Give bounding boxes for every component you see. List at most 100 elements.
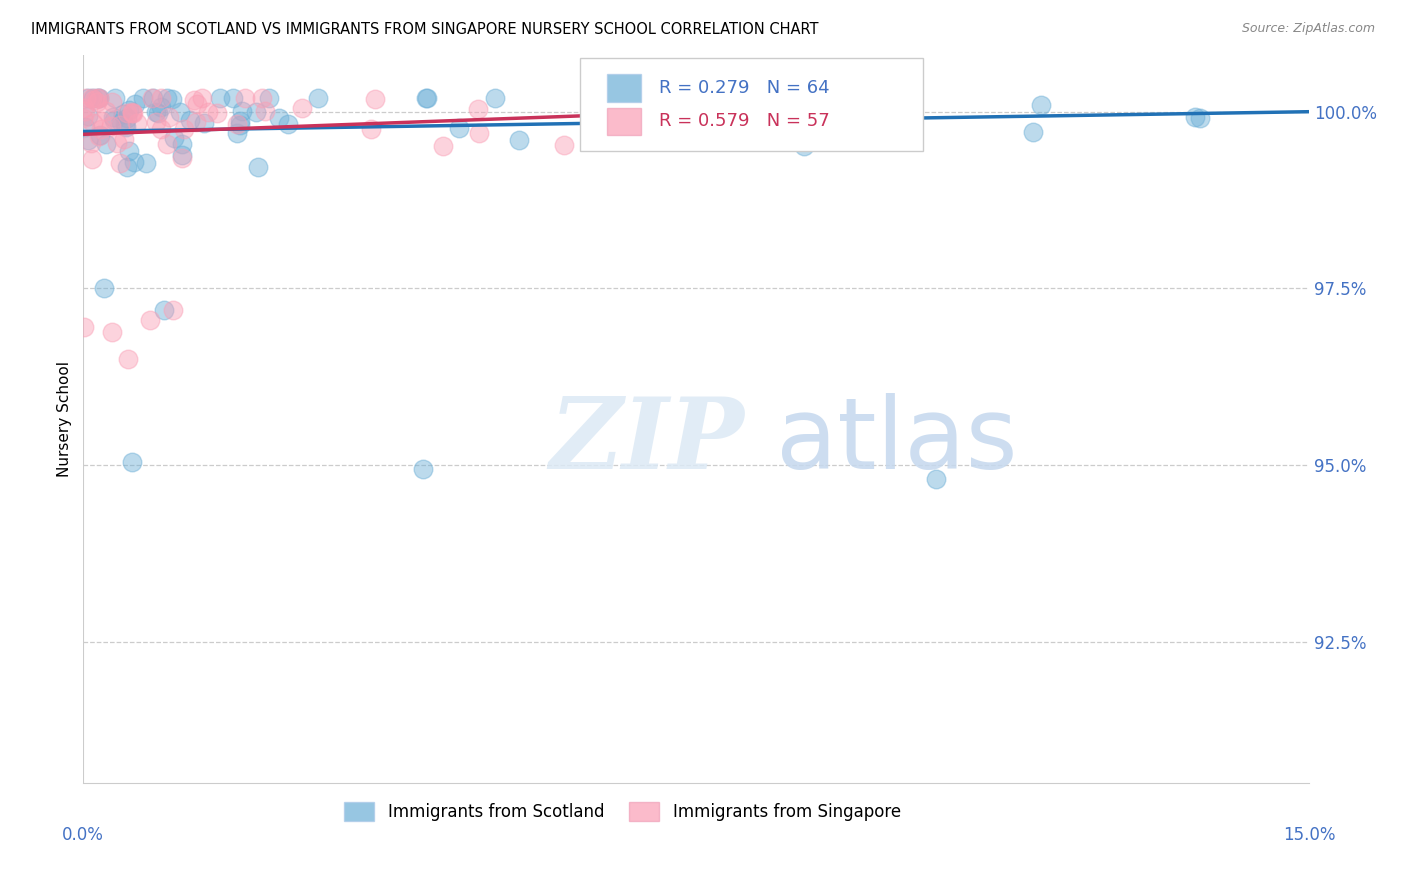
Point (364, 92, 387, 106)
Point (145, 115, 167, 129)
Point (77, 90, 100, 104)
Point (245, 104, 267, 119)
Point (141, 90, 163, 104)
Point (183, 93, 205, 107)
Point (153, 302, 176, 317)
Text: 15.0%: 15.0% (1282, 826, 1336, 844)
Point (121, 105, 143, 120)
Point (1022, 125, 1045, 139)
Point (636, 130, 658, 145)
Point (90, 113, 112, 128)
Point (75, 103, 97, 118)
Point (82, 152, 104, 166)
Point (254, 104, 277, 119)
Point (157, 111, 180, 125)
Point (122, 106, 145, 120)
Point (169, 104, 191, 119)
Point (229, 114, 252, 128)
Point (82, 90, 104, 104)
Point (416, 90, 439, 104)
Point (229, 118, 252, 132)
Point (162, 302, 184, 317)
Point (447, 121, 470, 136)
Point (117, 112, 139, 126)
Point (186, 97, 208, 112)
Point (179, 112, 201, 127)
Point (269, 111, 291, 125)
Point (117, 352, 139, 367)
Point (125, 116, 148, 130)
Point (291, 102, 314, 116)
Point (86, 95, 108, 110)
Point (101, 95, 124, 109)
Point (247, 161, 270, 175)
Text: R = 0.279   N = 64: R = 0.279 N = 64 (659, 78, 830, 97)
Point (142, 90, 165, 104)
Point (107, 136, 129, 150)
Point (87, 90, 110, 104)
Point (467, 102, 489, 116)
Point (146, 105, 169, 120)
Point (793, 139, 815, 153)
Point (508, 133, 530, 147)
Point (82, 90, 104, 104)
Text: 0.0%: 0.0% (62, 826, 104, 844)
Point (115, 160, 138, 174)
Point (117, 144, 139, 158)
Point (145, 104, 167, 119)
Point (925, 472, 948, 486)
Point (112, 131, 135, 145)
FancyBboxPatch shape (607, 74, 641, 102)
Point (100, 325, 122, 339)
Point (110, 119, 132, 133)
Point (277, 117, 299, 131)
Point (553, 138, 575, 153)
Point (121, 455, 143, 469)
Y-axis label: Nursery School: Nursery School (58, 361, 72, 477)
Point (118, 103, 141, 117)
Point (89, 90, 111, 104)
Point (104, 90, 127, 104)
Point (226, 117, 249, 131)
Text: Source: ZipAtlas.com: Source: ZipAtlas.com (1241, 22, 1375, 36)
Point (101, 110, 124, 124)
Point (86, 90, 108, 104)
Legend: Immigrants from Scotland, Immigrants from Singapore: Immigrants from Scotland, Immigrants fro… (336, 794, 910, 830)
Point (221, 90, 243, 104)
Point (172, 136, 194, 151)
Point (257, 90, 280, 104)
Point (197, 104, 219, 119)
Point (360, 122, 382, 136)
Point (156, 90, 179, 104)
Point (87, 90, 110, 104)
Point (122, 155, 145, 169)
Point (432, 139, 454, 153)
Point (149, 99, 172, 113)
Text: R = 0.579   N = 57: R = 0.579 N = 57 (659, 112, 830, 130)
Point (150, 90, 173, 104)
Point (1184, 111, 1206, 125)
Point (72, 112, 94, 126)
FancyBboxPatch shape (579, 58, 922, 152)
Point (233, 90, 256, 104)
Point (94, 104, 117, 119)
Point (73, 120, 96, 134)
Point (207, 106, 229, 120)
Point (110, 115, 132, 129)
Point (162, 92, 184, 106)
Point (170, 151, 193, 165)
Point (72, 320, 94, 334)
Point (307, 90, 329, 104)
Point (90, 122, 112, 136)
Point (114, 118, 136, 132)
Point (193, 116, 215, 130)
Point (412, 461, 434, 475)
Point (156, 137, 179, 152)
Point (108, 156, 131, 170)
Point (76, 133, 98, 147)
Point (139, 313, 162, 327)
Point (186, 115, 208, 129)
Point (484, 90, 506, 104)
Point (103, 113, 125, 128)
Point (121, 105, 143, 120)
